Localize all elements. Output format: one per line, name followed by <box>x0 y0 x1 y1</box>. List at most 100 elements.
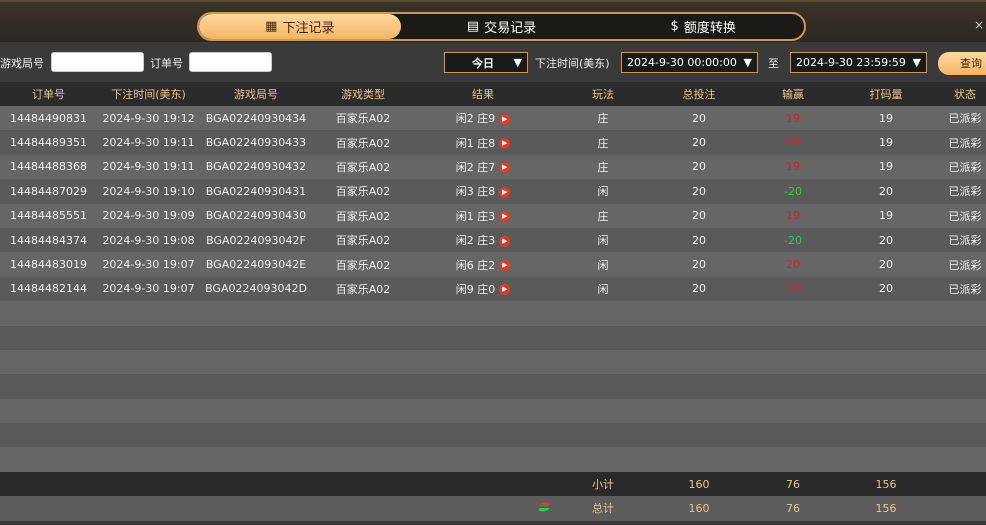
empty-cell <box>0 471 97 497</box>
empty-row <box>0 423 986 448</box>
bet-type-cell: 闲 <box>552 252 654 277</box>
table-row: 14484488368 2024-9-30 19:11 BGA02240930432… <box>0 154 986 180</box>
game-type-cell: 百家乐A02 <box>312 106 414 131</box>
bet-time-cell: 2024-9-30 19:12 <box>97 106 200 131</box>
total-bet-cell: 20 <box>654 252 744 277</box>
column-header-win-loss: 输赢 <box>744 82 842 106</box>
bet-time-cell: 2024-9-30 19:10 <box>97 179 200 204</box>
play-replay-icon[interactable]: ▶ <box>499 186 511 198</box>
result-cell: 闲9 庄0 ▶ <box>414 276 552 302</box>
empty-row <box>0 301 986 326</box>
win-loss-cell: 19 <box>744 130 842 155</box>
empty-cell <box>97 374 200 399</box>
order-no-cell: 14484488368 <box>0 154 97 180</box>
win-loss-cell: 19 <box>744 106 842 131</box>
order-no-cell: 14484487029 <box>0 179 97 204</box>
win-loss-cell: 19 <box>744 203 842 228</box>
win-loss-cell: 20 <box>744 276 842 302</box>
empty-cell <box>842 423 930 448</box>
win-loss-cell: -20 <box>744 179 842 204</box>
tab-transaction-records[interactable]: ▤ 交易记录 <box>466 19 537 36</box>
result-text: 闲1 庄8 <box>455 136 496 150</box>
column-header-valid-bet: 打码量 <box>842 82 930 106</box>
empty-cell <box>744 349 842 375</box>
total-label: 总计 <box>552 496 654 521</box>
empty-row <box>0 398 986 424</box>
game-type-cell: 百家乐A02 <box>312 130 414 155</box>
subtotal-winloss: 76 <box>744 471 842 497</box>
empty-cell <box>654 423 744 448</box>
order-no-cell: 14484489351 <box>0 130 97 155</box>
empty-cell <box>0 374 97 399</box>
tab-bet-records[interactable]: ▦ 下注记录 <box>199 14 401 39</box>
empty-cell <box>312 349 414 375</box>
empty-row <box>0 325 986 350</box>
play-replay-icon[interactable]: ▶ <box>499 260 511 272</box>
result-cell: 闲1 庄8 ▶ <box>414 130 552 155</box>
play-replay-icon[interactable]: ▶ <box>499 235 511 247</box>
play-replay-icon[interactable]: ▶ <box>499 211 511 223</box>
column-header-bet-type: 玩法 <box>552 82 654 106</box>
total-bet-cell: 20 <box>654 276 744 302</box>
calendar-icon: ▦ <box>265 19 278 34</box>
order-no-cell: 14484484374 <box>0 227 97 253</box>
empty-cell <box>200 471 312 497</box>
empty-cell <box>200 325 312 350</box>
empty-cell <box>744 447 842 472</box>
order-input[interactable] <box>189 52 272 72</box>
chevron-down-icon: ▼ <box>743 56 752 69</box>
date-range-select[interactable]: 今日 ▼ <box>444 52 528 73</box>
play-replay-icon[interactable]: ▶ <box>499 162 511 174</box>
game-round-cell: BGA0224093042E <box>200 252 312 277</box>
table-row: 14484489351 2024-9-30 19:11 BGA02240930433… <box>0 130 986 155</box>
empty-cell <box>654 325 744 350</box>
empty-cell <box>312 496 414 521</box>
empty-cell <box>552 447 654 472</box>
empty-cell <box>312 301 414 326</box>
table-row: 14484482144 2024-9-30 19:07 BGA0224093042D… <box>0 276 986 302</box>
empty-cell <box>97 447 200 472</box>
refresh-icon[interactable] <box>536 502 552 517</box>
game-round-input[interactable] <box>51 52 144 72</box>
empty-cell <box>930 301 986 326</box>
empty-cell <box>930 447 986 472</box>
game-type-cell: 百家乐A02 <box>312 276 414 302</box>
empty-row <box>0 447 986 472</box>
status-cell: 已派彩 <box>930 106 986 131</box>
empty-cell <box>842 398 930 424</box>
play-replay-icon[interactable]: ▶ <box>499 138 511 150</box>
total-bet-cell: 20 <box>654 154 744 180</box>
empty-cell <box>97 496 200 521</box>
bet-type-cell: 闲 <box>552 179 654 204</box>
start-time-select[interactable]: 2024-9-30 00:00:00 ▼ <box>621 52 758 73</box>
empty-cell <box>842 374 930 399</box>
result-cell: 闲2 庄9 ▶ <box>414 106 552 131</box>
status-cell: 已派彩 <box>930 154 986 180</box>
empty-cell <box>312 374 414 399</box>
end-time-select[interactable]: 2024-9-30 23:59:59 ▼ <box>790 52 927 73</box>
win-loss-cell: -20 <box>744 227 842 253</box>
play-replay-icon[interactable]: ▶ <box>499 284 511 296</box>
game-round-label: 游戏局号 <box>0 57 44 70</box>
order-no-cell: 14484482144 <box>0 276 97 302</box>
close-icon[interactable]: × <box>973 18 984 32</box>
play-replay-icon[interactable]: ▶ <box>499 113 511 125</box>
game-type-cell: 百家乐A02 <box>312 203 414 228</box>
result-text: 闲1 庄3 <box>455 209 496 223</box>
tab-bar: ▦ 下注记录 ▤ 交易记录 $ 额度转换 <box>197 12 806 41</box>
game-round-cell: BGA02240930431 <box>200 179 312 204</box>
table-row: 14484484374 2024-9-30 19:08 BGA0224093042F… <box>0 227 986 253</box>
empty-cell <box>414 423 552 448</box>
valid-bet-cell: 19 <box>842 106 930 131</box>
empty-row <box>0 349 986 375</box>
empty-cell <box>0 398 97 424</box>
empty-cell <box>200 398 312 424</box>
empty-cell <box>654 447 744 472</box>
win-loss-cell: 19 <box>744 154 842 180</box>
document-icon: ▤ <box>466 19 480 34</box>
result-text: 闲2 庄7 <box>455 160 496 174</box>
status-cell: 已派彩 <box>930 179 986 204</box>
query-button[interactable]: 查询 <box>938 52 986 75</box>
tab-credit-transfer[interactable]: $ 额度转换 <box>670 19 736 36</box>
empty-cell <box>414 349 552 375</box>
